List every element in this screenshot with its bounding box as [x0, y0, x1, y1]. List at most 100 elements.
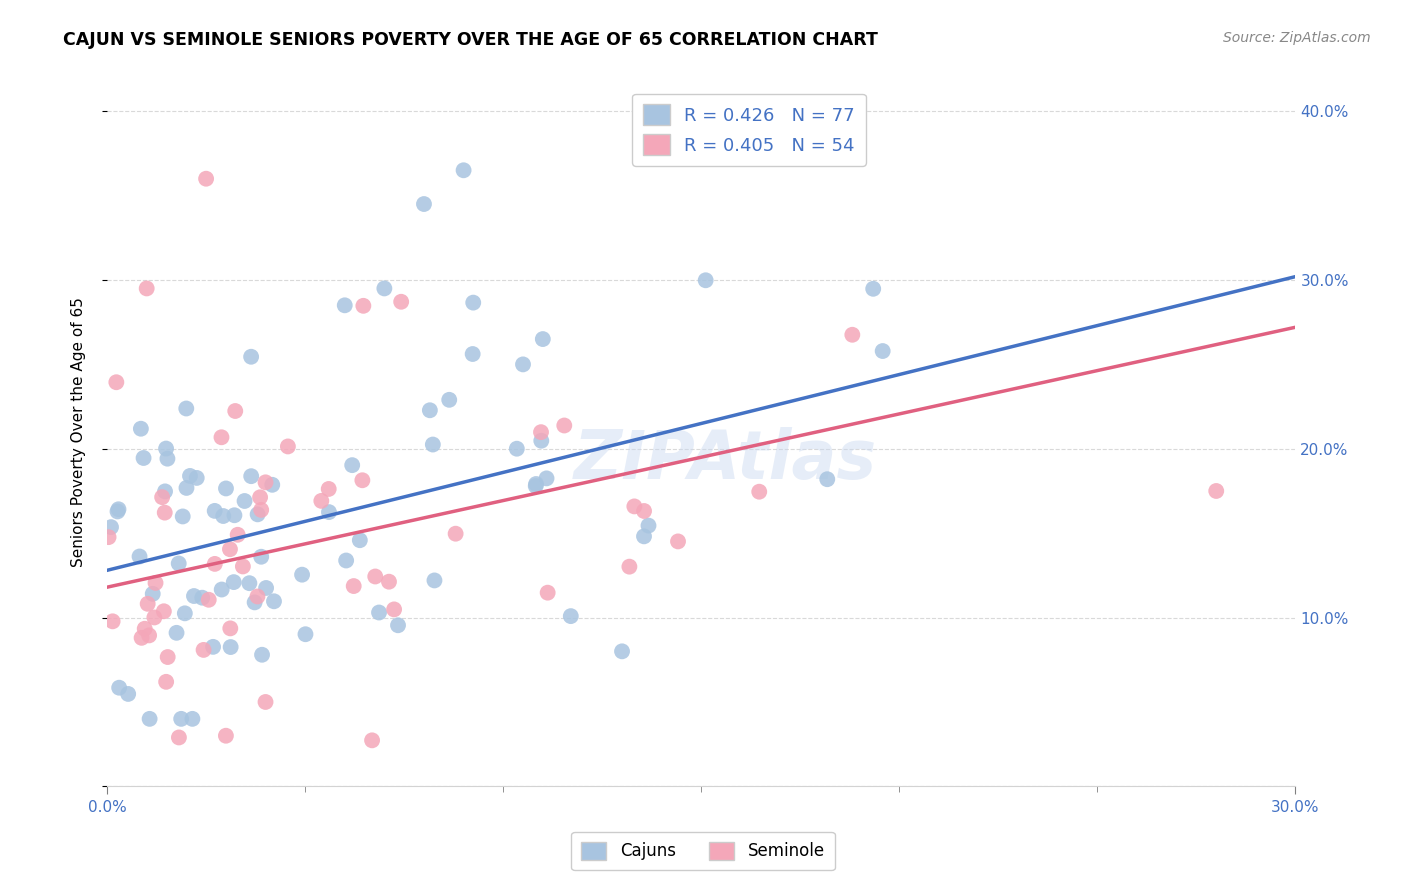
Point — [378, 574, 401, 589]
Point — [246, 508, 269, 522]
Point — [186, 471, 208, 485]
Point — [197, 592, 219, 607]
Point — [219, 542, 242, 557]
Point — [361, 733, 384, 747]
Point — [387, 618, 409, 632]
Y-axis label: Seniors Poverty Over the Age of 65: Seniors Poverty Over the Age of 65 — [72, 297, 86, 566]
Point — [254, 581, 277, 595]
Point — [461, 347, 484, 361]
Point — [815, 472, 838, 486]
Point — [204, 504, 226, 518]
Point — [155, 442, 177, 456]
Point — [506, 442, 529, 456]
Point — [560, 609, 582, 624]
Point — [166, 625, 188, 640]
Point — [215, 729, 238, 743]
Point — [219, 640, 242, 654]
Point — [204, 557, 226, 571]
Point — [173, 607, 195, 621]
Point — [250, 648, 273, 662]
Point — [172, 509, 194, 524]
Point — [368, 606, 391, 620]
Point — [423, 574, 446, 588]
Point — [191, 591, 214, 605]
Point — [215, 482, 238, 496]
Point — [108, 681, 131, 695]
Point — [97, 530, 120, 544]
Point — [841, 327, 863, 342]
Point — [333, 298, 356, 312]
Point — [294, 627, 316, 641]
Point — [352, 299, 374, 313]
Point — [156, 650, 179, 665]
Point — [193, 643, 215, 657]
Point — [142, 587, 165, 601]
Point — [250, 503, 273, 517]
Point — [101, 615, 124, 629]
Point — [250, 549, 273, 564]
Point — [132, 450, 155, 465]
Point — [536, 471, 558, 485]
Point — [373, 281, 395, 295]
Point — [335, 553, 357, 567]
Point — [619, 559, 641, 574]
Point — [340, 458, 363, 472]
Point — [872, 344, 894, 359]
Point — [243, 595, 266, 609]
Point — [666, 534, 689, 549]
Point — [105, 376, 128, 390]
Point — [530, 434, 553, 448]
Point — [311, 494, 333, 508]
Point — [553, 418, 575, 433]
Point — [232, 559, 254, 574]
Point — [291, 567, 314, 582]
Point — [195, 171, 218, 186]
Point — [633, 529, 655, 543]
Point — [211, 582, 233, 597]
Point — [254, 475, 277, 490]
Point — [524, 477, 547, 491]
Point — [349, 533, 371, 548]
Point — [107, 502, 129, 516]
Point — [138, 628, 160, 642]
Point — [153, 484, 176, 499]
Point — [530, 425, 553, 439]
Point — [512, 358, 534, 372]
Point — [128, 549, 150, 564]
Point — [537, 585, 560, 599]
Point — [422, 437, 444, 451]
Point — [637, 518, 659, 533]
Point — [181, 712, 204, 726]
Point — [174, 401, 197, 416]
Legend: Cajuns, Seminole: Cajuns, Seminole — [571, 831, 835, 871]
Point — [179, 469, 201, 483]
Point — [382, 602, 405, 616]
Point — [695, 273, 717, 287]
Point — [212, 508, 235, 523]
Point — [1205, 483, 1227, 498]
Point — [176, 481, 198, 495]
Point — [129, 422, 152, 436]
Point — [277, 439, 299, 453]
Point — [419, 403, 441, 417]
Point — [318, 505, 340, 519]
Point — [364, 569, 387, 583]
Point — [202, 640, 225, 654]
Point — [240, 469, 263, 483]
Point — [633, 504, 655, 518]
Point — [610, 644, 633, 658]
Legend: R = 0.426   N = 77, R = 0.405   N = 54: R = 0.426 N = 77, R = 0.405 N = 54 — [631, 94, 866, 166]
Point — [170, 712, 193, 726]
Point — [352, 473, 374, 487]
Point — [226, 528, 249, 542]
Point — [263, 594, 285, 608]
Point — [153, 604, 176, 618]
Point — [131, 631, 153, 645]
Point — [224, 404, 246, 418]
Point — [117, 687, 139, 701]
Point — [153, 506, 176, 520]
Point — [463, 295, 485, 310]
Point — [531, 332, 554, 346]
Point — [238, 576, 260, 591]
Point — [262, 477, 284, 491]
